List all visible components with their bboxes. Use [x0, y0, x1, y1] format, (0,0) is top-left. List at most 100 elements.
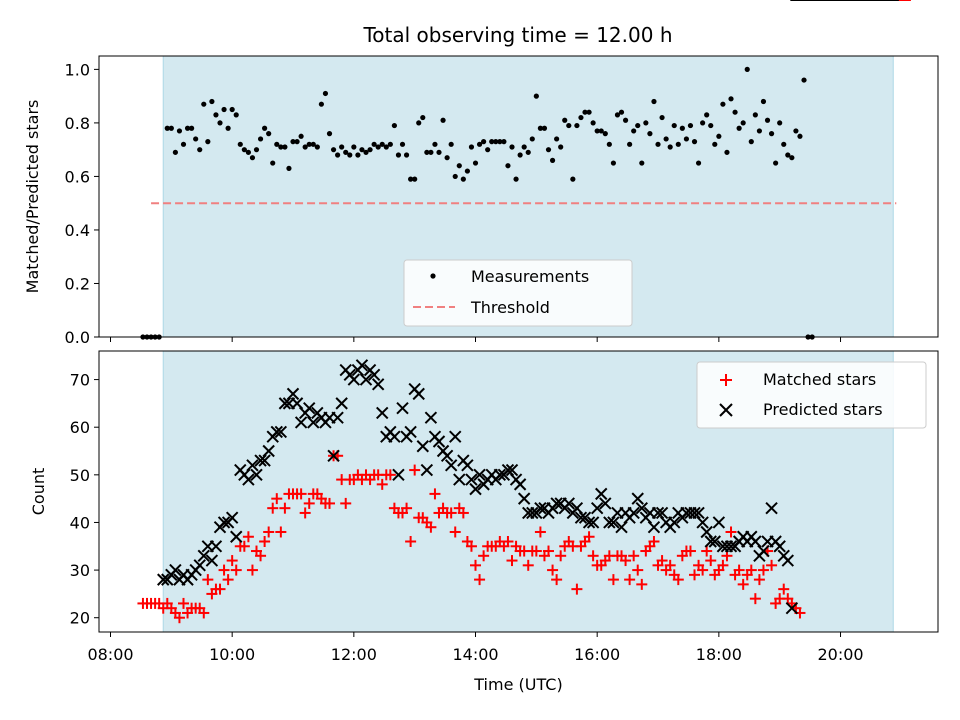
predicted-point: [708, 535, 722, 548]
measurement-point: [472, 160, 479, 166]
matched-point: [267, 502, 279, 514]
predicted-point: [785, 601, 799, 615]
measurement-point: [274, 141, 280, 147]
legend-marker-predicted: [719, 403, 733, 417]
counts-y-axis: 20 30 40 50 60 70: [70, 371, 99, 628]
measurement-point: [578, 114, 584, 121]
matched-point: [242, 531, 254, 543]
measurement-point: [781, 141, 787, 147]
ratio-y-label: Matched/Predicted stars: [23, 100, 42, 294]
predicted-point: [246, 459, 259, 472]
measurement-point: [347, 152, 353, 158]
measurement-point: [586, 109, 592, 115]
measurement-point: [180, 141, 187, 147]
ytick-label: 1.0: [65, 60, 90, 79]
predicted-point: [607, 516, 620, 529]
predicted-point: [404, 425, 417, 439]
matched-point: [624, 574, 636, 586]
xtick-label: 16:00: [574, 645, 620, 664]
measurement-point: [566, 122, 572, 129]
ytick-label: 40: [70, 513, 90, 532]
predicted-point: [574, 511, 588, 524]
measurement-point: [789, 155, 795, 161]
predicted-point: [286, 387, 300, 401]
predicted-point: [347, 373, 361, 386]
measurement-point: [302, 144, 308, 150]
matched-point: [571, 583, 583, 595]
predicted-point: [562, 497, 575, 510]
measurement-point: [201, 101, 207, 107]
matched-point: [222, 574, 234, 586]
measurement-point: [493, 139, 499, 145]
measurement-point: [497, 139, 503, 145]
xtick-label: 14:00: [452, 645, 498, 664]
counts-x-axis: 08:00 10:00 12:00 14:00 16:00 18:00 20:00: [87, 632, 864, 664]
xtick-label: 18:00: [696, 645, 742, 664]
measurement-point: [343, 149, 349, 155]
measurement-point: [310, 141, 316, 147]
matched-point: [733, 564, 745, 576]
measurement-point: [197, 147, 203, 153]
measurement-point: [205, 139, 211, 145]
matched-point: [230, 564, 242, 576]
matched-point: [246, 564, 258, 576]
xtick-label: 12:00: [331, 645, 377, 664]
predicted-point: [465, 473, 478, 486]
ytick-label: 50: [70, 466, 90, 485]
measurement-point: [521, 144, 527, 150]
matched-point: [376, 478, 388, 490]
predicted-point: [493, 468, 507, 482]
measurement-point: [266, 131, 272, 137]
legend-label-matched: Matched stars: [763, 370, 876, 389]
measurement-point: [383, 144, 389, 150]
matched-point: [502, 536, 514, 548]
predicted-point: [242, 473, 255, 486]
measurement-point: [631, 128, 637, 134]
ytick-label: 20: [70, 609, 90, 628]
measurement-point: [448, 141, 454, 147]
measurement-point: [168, 125, 174, 131]
measurement-point: [777, 120, 783, 126]
measurement-point: [700, 120, 706, 126]
measurement-point: [708, 122, 714, 129]
measurement-point: [172, 149, 178, 155]
matched-point: [299, 507, 311, 519]
measurement-point: [468, 144, 475, 150]
measurement-point: [627, 141, 633, 147]
predicted-point: [262, 444, 275, 458]
measurement-point: [326, 131, 333, 137]
predicted-point: [647, 521, 661, 534]
measurement-point: [598, 128, 604, 134]
measurement-point: [489, 139, 495, 145]
matched-point: [303, 497, 315, 509]
predicted-point: [193, 559, 206, 572]
measurement-point: [379, 141, 385, 147]
measurement-point: [639, 160, 645, 166]
measurement-point: [554, 136, 560, 142]
predicted-point: [258, 454, 271, 467]
matched-point: [705, 555, 717, 567]
measurement-point: [464, 168, 470, 174]
ratio-x-ticks: [110, 337, 842, 342]
matched-point: [259, 536, 271, 548]
measurement-point: [529, 136, 535, 142]
matched-point: [271, 493, 283, 505]
matched-point: [628, 550, 640, 562]
measurement-point: [306, 141, 312, 147]
matched-point: [218, 564, 230, 576]
predicted-point: [668, 516, 681, 529]
matched-point: [672, 574, 684, 586]
matched-point: [425, 521, 437, 533]
measurement-point: [801, 77, 807, 83]
predicted-point: [169, 563, 182, 577]
measurement-point: [371, 141, 377, 147]
predicted-point: [655, 506, 669, 520]
predicted-point: [359, 373, 373, 386]
measurement-point: [403, 152, 410, 158]
matched-point: [607, 574, 619, 586]
measurement-point: [339, 144, 345, 150]
predicted-point: [712, 516, 726, 529]
matched-point: [263, 526, 275, 538]
measurement-point: [797, 133, 803, 139]
